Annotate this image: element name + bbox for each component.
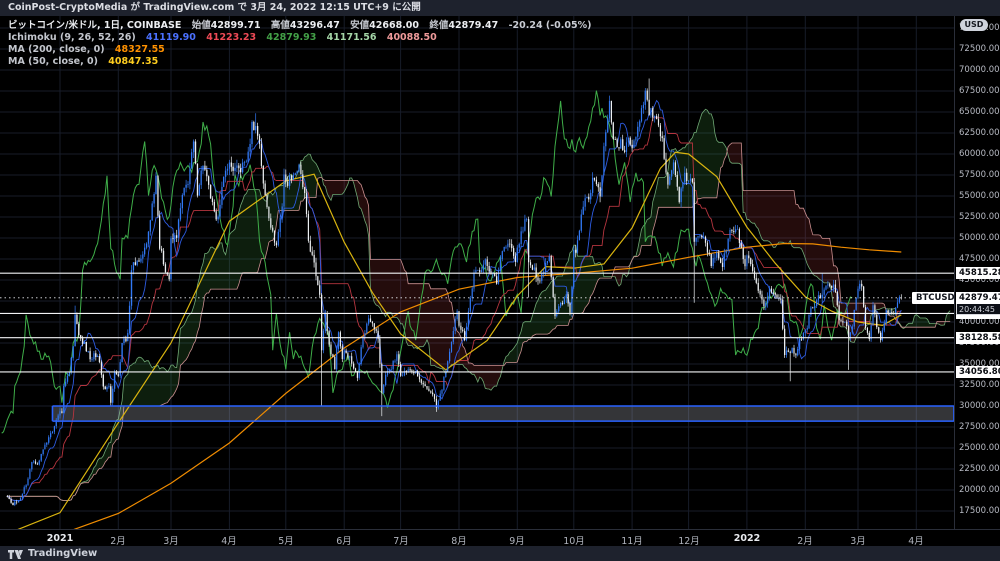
time-tick-label: 7月 bbox=[393, 536, 409, 547]
price-tick-label: 40000.00 bbox=[959, 317, 1000, 327]
ma50-value: 40847.35 bbox=[108, 56, 159, 67]
price-tick-label: 50000.00 bbox=[959, 233, 1000, 243]
current-price-label: 42879.47 bbox=[956, 292, 1000, 304]
ichimoku-label: Ichimoku (9, 26, 52, 26) bbox=[8, 32, 136, 43]
price-tick-label: 55000.00 bbox=[959, 191, 1000, 201]
footer-bar: TradingView bbox=[0, 546, 1000, 561]
price-tick-label: 60000.00 bbox=[959, 149, 1000, 159]
time-tick-label: 12月 bbox=[678, 536, 700, 547]
ichimoku-lead2-value: 40088.50 bbox=[386, 32, 437, 43]
close-value: 42879.47 bbox=[448, 20, 499, 31]
time-tick-label: 6月 bbox=[336, 536, 352, 547]
price-tick-label: 32500.00 bbox=[959, 380, 1000, 390]
high-value: 43296.47 bbox=[289, 20, 340, 31]
high-label: 高値 bbox=[270, 20, 290, 31]
time-tick-label: 3月 bbox=[163, 536, 179, 547]
open-value: 42899.71 bbox=[210, 20, 261, 31]
tradingview-brand-text[interactable]: TradingView bbox=[28, 548, 98, 559]
price-tick-label: 17500.00 bbox=[959, 506, 1000, 516]
price-tick-label: 72500.00 bbox=[959, 44, 1000, 54]
price-tick-label: 57500.00 bbox=[959, 170, 1000, 180]
price-axis[interactable]: 17500.00 20000.00 22500.00 25000.00 27500.00… bbox=[954, 16, 1000, 546]
time-tick-label: 9月 bbox=[509, 536, 525, 547]
ma200-value: 48327.55 bbox=[114, 44, 165, 55]
price-tick-label: 52500.00 bbox=[959, 212, 1000, 222]
time-tick-label: 4月 bbox=[221, 536, 237, 547]
chart-pane[interactable]: ビットコイン/米ドル, 1日, COINBASE 始値42899.71 高値43… bbox=[0, 16, 959, 529]
level-price-label: 38128.58 bbox=[956, 332, 1000, 344]
price-tick-label: 27500.00 bbox=[959, 422, 1000, 432]
price-tick-label: 65000.00 bbox=[959, 107, 1000, 117]
currency-toggle-button[interactable]: USD bbox=[960, 19, 988, 31]
price-tick-label: 25000.00 bbox=[959, 443, 1000, 453]
ma50-label: MA (50, close, 0) bbox=[8, 56, 98, 67]
price-tick-label: 62500.00 bbox=[959, 128, 1000, 138]
price-tick-label: 22500.00 bbox=[959, 464, 1000, 474]
close-label: 終値 bbox=[429, 20, 449, 31]
price-tick-label: 20000.00 bbox=[959, 485, 1000, 495]
time-tick-label: 10月 bbox=[563, 536, 585, 547]
time-tick-label: 2月 bbox=[797, 536, 813, 547]
legend-symbol-row: ビットコイン/米ドル, 1日, COINBASE 始値42899.71 高値43… bbox=[8, 20, 591, 32]
ichimoku-lagging-value: 42879.93 bbox=[266, 32, 317, 43]
time-tick-label: 5月 bbox=[278, 536, 294, 547]
bar-countdown-label: 20:44:45 bbox=[956, 304, 1000, 315]
legend-ichimoku-row[interactable]: Ichimoku (9, 26, 52, 26) 41119.90 41223.… bbox=[8, 32, 591, 44]
legend-ma50-row[interactable]: MA (50, close, 0) 40847.35 bbox=[8, 56, 591, 68]
open-label: 始値 bbox=[191, 20, 211, 31]
tradingview-logo-icon[interactable] bbox=[8, 544, 23, 561]
price-tick-label: 67500.00 bbox=[959, 86, 1000, 96]
time-tick-label: 2月 bbox=[110, 536, 126, 547]
level-price-label: 34056.80 bbox=[956, 366, 1000, 378]
legend-ma200-row[interactable]: MA (200, close, 0) 48327.55 bbox=[8, 44, 591, 56]
change-value: -20.24 (-0.05%) bbox=[508, 20, 592, 31]
ichimoku-conversion-value: 41119.90 bbox=[146, 32, 196, 43]
level-price-label: 45815.28 bbox=[956, 267, 1000, 279]
chart-canvas[interactable] bbox=[0, 16, 954, 529]
price-tick-label: 47500.00 bbox=[959, 254, 1000, 264]
time-tick-label: 2022 bbox=[733, 533, 761, 544]
time-axis[interactable]: 2021 2月 3月 4月 5月 6月 7月 8月 9月 10月 11月 12月 2022 2月 3月 4月 bbox=[0, 529, 1000, 547]
price-tick-label: 35000.00 bbox=[959, 359, 1000, 369]
low-value: 42668.00 bbox=[369, 20, 420, 31]
price-tick-label: 30000.00 bbox=[959, 401, 1000, 411]
time-tick-label: 8月 bbox=[451, 536, 467, 547]
publish-info-bar: CoinPost-CryptoMedia が TradingView.com で… bbox=[0, 0, 1000, 16]
price-tick-label: 70000.00 bbox=[959, 65, 1000, 75]
time-tick-label: 2021 bbox=[46, 533, 74, 544]
time-tick-label: 11月 bbox=[621, 536, 643, 547]
publish-info-text: CoinPost-CryptoMedia が TradingView.com で… bbox=[8, 2, 421, 13]
price-tick-label: 45000.00 bbox=[959, 275, 1000, 285]
ichimoku-base-value: 41223.23 bbox=[206, 32, 257, 43]
ma200-label: MA (200, close, 0) bbox=[8, 44, 105, 55]
time-tick-label: 3月 bbox=[850, 536, 866, 547]
symbol-price-flag: BTCUSD bbox=[912, 292, 959, 304]
time-tick-label: 4月 bbox=[908, 536, 924, 547]
ichimoku-lead1-value: 41171.56 bbox=[326, 32, 377, 43]
chart-legend: ビットコイン/米ドル, 1日, COINBASE 始値42899.71 高値43… bbox=[8, 20, 591, 68]
symbol-title: ビットコイン/米ドル, 1日, COINBASE bbox=[8, 20, 182, 31]
low-label: 安値 bbox=[350, 20, 370, 31]
